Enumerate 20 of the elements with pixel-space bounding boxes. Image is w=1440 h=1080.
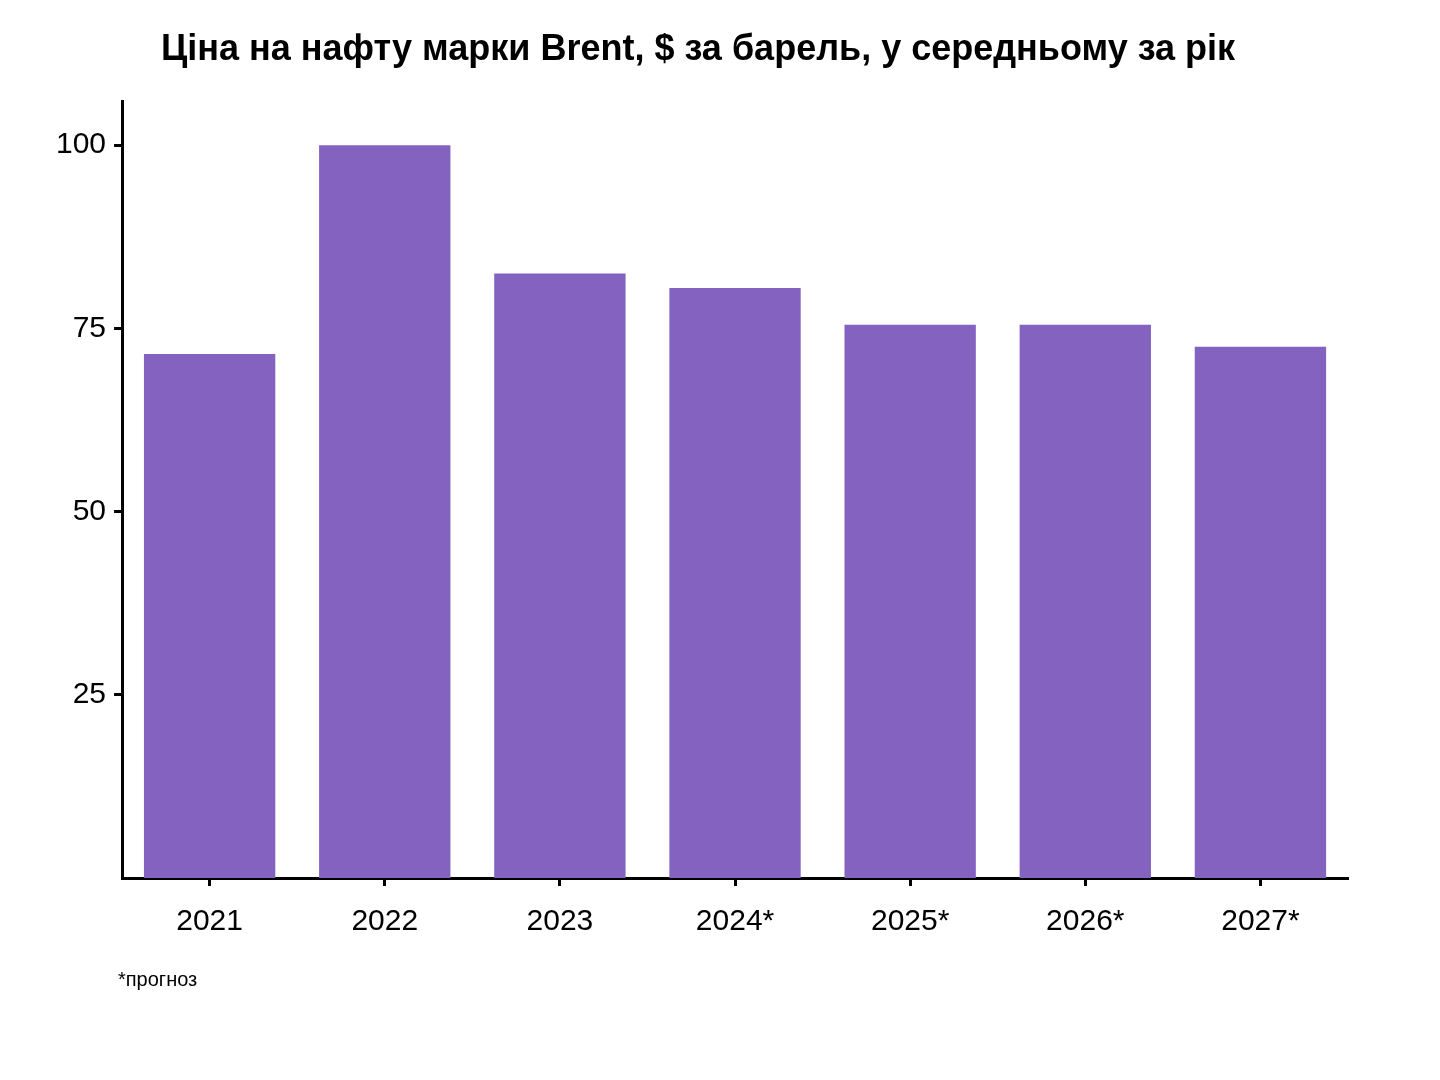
bar [494, 273, 626, 878]
x-tick-label: 2026* [1046, 903, 1125, 937]
x-tick-label: 2027* [1221, 903, 1300, 937]
x-tick-label: 2022 [351, 903, 419, 937]
bar [319, 145, 451, 878]
chart-title: Ціна на нафту марки Brent, $ за барель, у середньому за рік [160, 26, 1237, 68]
x-tick-label: 2021 [176, 903, 243, 937]
bar [143, 354, 276, 878]
bar [1019, 324, 1151, 878]
bar [669, 288, 801, 878]
x-tick-label: 2024* [695, 903, 775, 937]
y-tick-label: 75 [72, 309, 107, 343]
x-tick-label: 2023 [526, 903, 594, 937]
bar [1194, 346, 1327, 878]
bar [844, 324, 976, 878]
y-tick-label: 100 [55, 126, 107, 160]
text: *прогноз [118, 968, 199, 991]
x-tick-label: 2025* [870, 903, 950, 937]
y-tick-label: 50 [72, 492, 107, 526]
y-tick-label: 25 [72, 676, 107, 710]
